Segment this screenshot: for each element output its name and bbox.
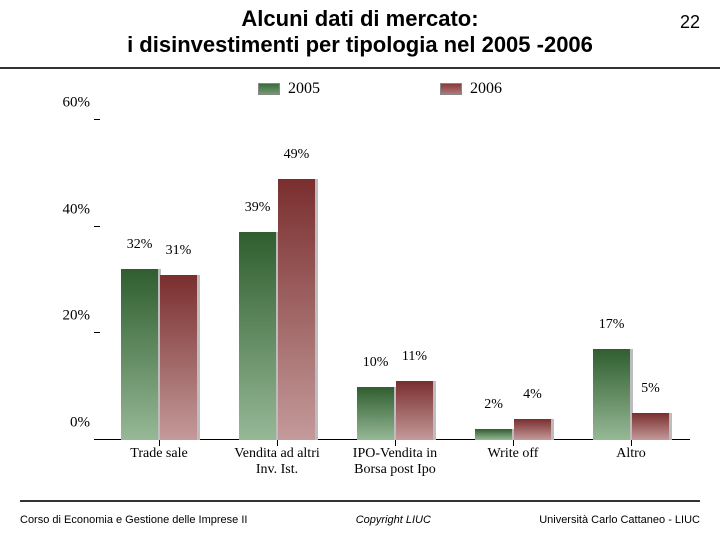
footer: Corso di Economia e Gestione delle Impre…	[20, 514, 700, 526]
title-line1: Alcuni dati di mercato:	[241, 6, 478, 31]
x-tick	[631, 440, 632, 446]
footer-mid: Copyright LIUC	[356, 514, 431, 526]
x-tick	[159, 440, 160, 446]
bar-2005	[239, 232, 276, 440]
bar-2005	[475, 429, 512, 440]
y-tick-label: 20%	[63, 308, 91, 325]
chart: 2005 2006 0%20%40%60%Trade sale32%31%Ven…	[60, 80, 700, 490]
x-tick	[513, 440, 514, 446]
x-tick	[395, 440, 396, 446]
bar-value-label: 49%	[278, 147, 315, 163]
bar-value-label: 32%	[121, 237, 158, 253]
legend-label-2006: 2006	[470, 80, 502, 98]
bar-value-label: 4%	[514, 387, 551, 403]
y-tick-label: 60%	[63, 95, 91, 112]
legend-item-2005: 2005	[258, 80, 320, 98]
x-tick	[277, 440, 278, 446]
slide-title: Alcuni dati di mercato: i disinvestiment…	[20, 6, 700, 59]
footer-right: Università Carlo Cattaneo - LIUC	[539, 514, 700, 526]
bar-2006	[514, 419, 551, 440]
y-tick-label: 0%	[70, 415, 90, 432]
y-tick	[94, 226, 100, 227]
legend-item-2006: 2006	[440, 80, 502, 98]
bar-value-label: 10%	[357, 355, 394, 371]
bar-value-label: 5%	[632, 381, 669, 397]
bar-2005	[357, 387, 394, 440]
slide: Alcuni dati di mercato: i disinvestiment…	[0, 0, 720, 540]
footer-divider	[20, 500, 700, 502]
page-number: 22	[680, 12, 700, 33]
footer-left: Corso di Economia e Gestione delle Impre…	[20, 514, 247, 526]
y-tick	[94, 119, 100, 120]
bar-2006	[160, 275, 197, 440]
y-tick	[94, 332, 100, 333]
bar-2006	[278, 179, 315, 440]
bar-value-label: 11%	[396, 349, 433, 365]
bar-2005	[593, 349, 630, 440]
bar-2006	[396, 381, 433, 440]
legend-label-2005: 2005	[288, 80, 320, 98]
title-line2: i disinvestimenti per tipologia nel 2005…	[127, 32, 593, 57]
legend-swatch-2005	[258, 83, 280, 95]
bar-value-label: 2%	[475, 397, 512, 413]
bar-2005	[121, 269, 158, 440]
bar-value-label: 39%	[239, 200, 276, 216]
y-tick	[94, 439, 100, 440]
bar-2006	[632, 413, 669, 440]
bar-value-label: 17%	[593, 317, 630, 333]
legend-swatch-2006	[440, 83, 462, 95]
y-tick-label: 40%	[63, 201, 91, 218]
header: Alcuni dati di mercato: i disinvestiment…	[0, 0, 720, 69]
legend: 2005 2006	[60, 80, 700, 98]
plot-area: 0%20%40%60%Trade sale32%31%Vendita ad al…	[100, 120, 690, 440]
bar-value-label: 31%	[160, 243, 197, 259]
